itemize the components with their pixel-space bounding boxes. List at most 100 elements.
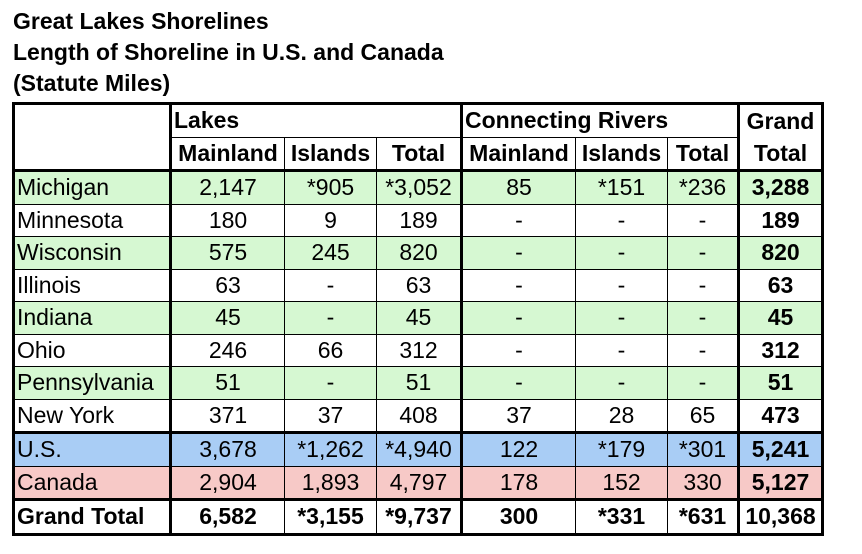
table-cell: - <box>460 203 576 237</box>
table-cell: *1,262 <box>284 431 377 467</box>
table-cell: - <box>667 366 739 400</box>
corner-cell <box>12 102 171 137</box>
col-lakes-total: Total <box>376 136 462 172</box>
table-cell: - <box>667 236 739 270</box>
table-cell: 66 <box>284 333 377 367</box>
table-row: U.S. 3,678 *1,262 *4,940 122 *179 *301 5,241 <box>12 431 824 467</box>
table-cell: 63 <box>169 268 285 302</box>
table-cell: - <box>575 301 668 335</box>
table-cell: 575 <box>169 236 285 270</box>
table-cell: - <box>667 301 739 335</box>
table-cell: 820 <box>376 236 462 270</box>
row-label: Indiana <box>12 301 171 335</box>
table-row: Canada 2,904 1,893 4,797 178 152 330 5,127 <box>12 465 824 500</box>
table-cell: 371 <box>169 398 285 433</box>
table-cell: 85 <box>460 170 576 205</box>
row-label: New York <box>12 398 171 433</box>
table-cell: - <box>460 301 576 335</box>
table-cell: *151 <box>575 170 668 205</box>
table-cell: 65 <box>667 398 739 433</box>
table-cell: - <box>460 236 576 270</box>
corner-cell-lower <box>12 137 171 172</box>
grand-total-cell: 820 <box>737 236 824 270</box>
table-cell: - <box>667 333 739 367</box>
table-cell: - <box>284 301 377 335</box>
table-cell: *301 <box>667 431 739 467</box>
grand-total-cell: 189 <box>737 203 824 237</box>
table-cell: 51 <box>169 366 285 400</box>
lakes-header: Lakes <box>169 102 462 138</box>
grand-header-bottom: Total <box>737 137 824 172</box>
table-cell: 4,797 <box>376 465 462 500</box>
col-rivers-islands: Islands <box>575 136 668 172</box>
table-cell: 2,904 <box>169 465 285 500</box>
grand-total-cell: 312 <box>737 333 824 367</box>
table-cell: *236 <box>667 170 739 205</box>
row-label: Ohio <box>12 333 171 367</box>
row-label: Pennsylvania <box>12 366 171 400</box>
row-label: U.S. <box>12 431 171 467</box>
table-cell: 152 <box>575 465 668 500</box>
table-cell: 63 <box>376 268 462 302</box>
shoreline-table: Lakes Connecting Rivers Grand Mainland I… <box>12 102 824 536</box>
group-header-row: Lakes Connecting Rivers Grand <box>12 102 824 138</box>
table-cell: - <box>460 268 576 302</box>
grand-total-cell: 5,241 <box>737 431 824 467</box>
table-cell: *4,940 <box>376 431 462 467</box>
table-cell: - <box>575 236 668 270</box>
grand-total-cell: 45 <box>737 301 824 335</box>
table-cell: 330 <box>667 465 739 500</box>
table-cell: 246 <box>169 333 285 367</box>
table-cell: *179 <box>575 431 668 467</box>
column-header-row: Mainland Islands Total Mainland Islands … <box>12 136 824 172</box>
table-row: Pennsylvania 51-51- - -51 <box>12 366 824 400</box>
table-cell: 2,147 <box>169 170 285 205</box>
table-cell: - <box>460 366 576 400</box>
grand-total-cell: 5,127 <box>737 465 824 500</box>
table-cell: 45 <box>169 301 285 335</box>
table-row: Ohio 246 66 312- - -312 <box>12 333 824 367</box>
table-cell: 408 <box>376 398 462 433</box>
table-cell: - <box>667 203 739 237</box>
table-cell: 9 <box>284 203 377 237</box>
page-title: Great Lakes Shorelines <box>13 8 269 34</box>
table-cell: 51 <box>376 366 462 400</box>
table-cell: - <box>575 366 668 400</box>
table-cell: *3,155 <box>284 498 377 536</box>
table-row: Illinois 63-63- - -63 <box>12 268 824 302</box>
table-cell: *3,052 <box>376 170 462 205</box>
table-cell: - <box>575 203 668 237</box>
table-cell: - <box>575 333 668 367</box>
grand-total-cell: 10,368 <box>737 498 824 536</box>
page-subtitle: Length of Shoreline in U.S. and Canada <box>13 39 444 65</box>
table-cell: *331 <box>575 498 668 536</box>
table-cell: 245 <box>284 236 377 270</box>
units-label: (Statute Miles) <box>13 70 171 96</box>
table-cell: 3,678 <box>169 431 285 467</box>
table-row: Wisconsin 575 245 820- - -820 <box>12 236 824 270</box>
table-cell: 178 <box>460 465 576 500</box>
table-row: Minnesota 180 9 189- - -189 <box>12 203 824 237</box>
rivers-header: Connecting Rivers <box>460 102 739 138</box>
table-cell: - <box>284 268 377 302</box>
row-label: Canada <box>12 465 171 500</box>
table-cell: - <box>575 268 668 302</box>
col-lakes-islands: Islands <box>284 136 377 172</box>
grand-header-top: Grand <box>737 102 824 137</box>
grand-total-cell: 63 <box>737 268 824 302</box>
row-label: Michigan <box>12 170 171 205</box>
table-cell: 312 <box>376 333 462 367</box>
title-block: Great Lakes Shorelines Length of Shoreli… <box>13 6 444 99</box>
col-rivers-total: Total <box>667 136 739 172</box>
table-cell: - <box>460 333 576 367</box>
table-cell: 189 <box>376 203 462 237</box>
table-cell: - <box>284 366 377 400</box>
table-cell: 45 <box>376 301 462 335</box>
table-cell: 37 <box>460 398 576 433</box>
table-cell: 37 <box>284 398 377 433</box>
row-label: Minnesota <box>12 203 171 237</box>
table-row: Indiana 45-45- - -45 <box>12 301 824 335</box>
table-cell: 300 <box>460 498 576 536</box>
col-lakes-mainland: Mainland <box>169 136 285 172</box>
grand-total-cell: 51 <box>737 366 824 400</box>
